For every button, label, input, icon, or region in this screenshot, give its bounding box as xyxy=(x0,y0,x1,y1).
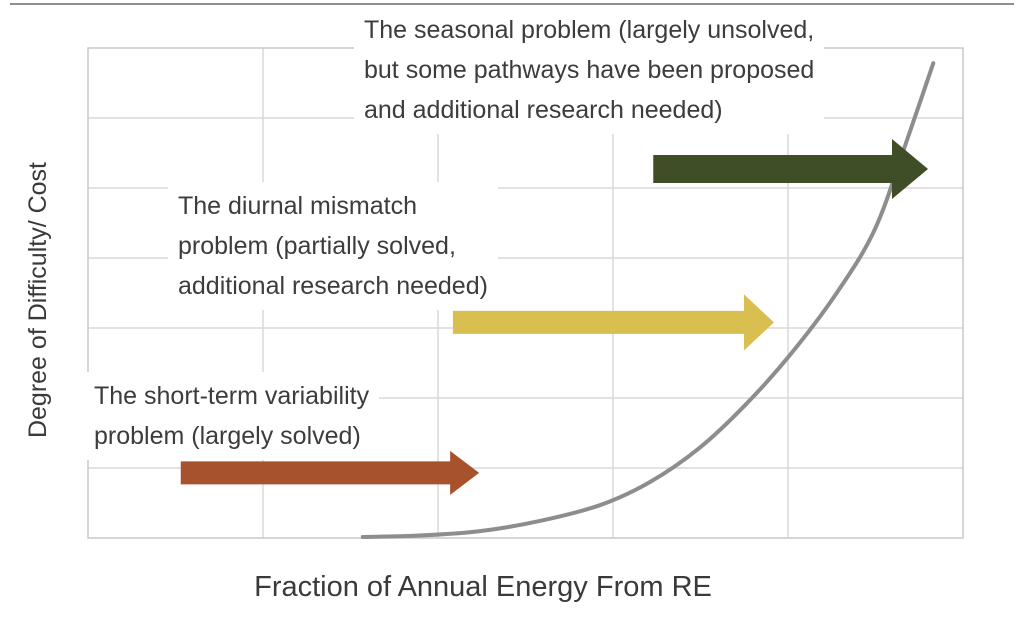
seasonal-problem-arrow xyxy=(653,139,928,200)
difficulty-curve xyxy=(360,61,936,539)
seasonal-problem-label: The seasonal problem (largely unsolved, … xyxy=(354,6,825,134)
x-axis-label: Fraction of Annual Energy From RE xyxy=(254,571,712,603)
label-line: problem (largely solved) xyxy=(94,422,361,450)
y-axis-label: Degree of Difficulty/ Cost xyxy=(24,161,52,439)
short-term-problem-label: The short-term variability problem (larg… xyxy=(84,372,380,460)
label-line: additional research needed) xyxy=(178,272,488,300)
diurnal-problem-arrow xyxy=(452,294,774,351)
label-line: The diurnal mismatch xyxy=(178,192,417,220)
short-term-problem-arrow xyxy=(180,450,480,495)
label-line: but some pathways have been proposed xyxy=(364,56,815,84)
label-line: The seasonal problem (largely unsolved, xyxy=(364,16,815,44)
diurnal-problem-label: The diurnal mismatch problem (partially … xyxy=(168,182,498,310)
label-line: and additional research needed) xyxy=(364,96,723,124)
problem-arrows xyxy=(180,139,928,495)
label-line: problem (partially solved, xyxy=(178,232,456,260)
label-line: The short-term variability xyxy=(94,382,370,410)
top-divider xyxy=(10,3,1014,5)
